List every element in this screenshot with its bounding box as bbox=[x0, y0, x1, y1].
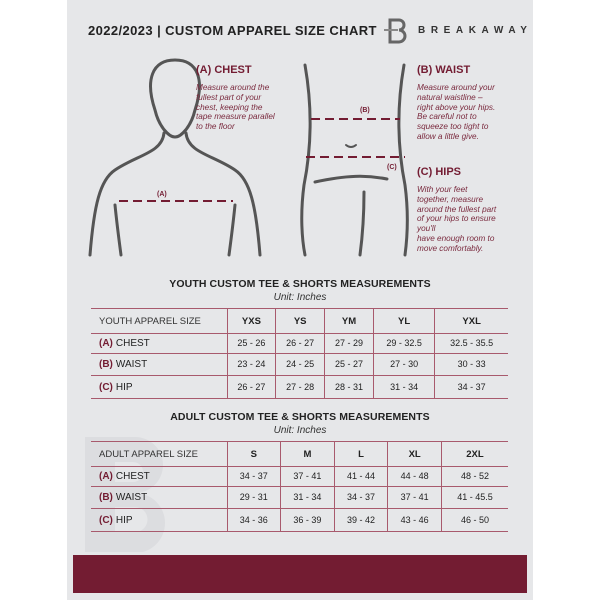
size-column-header: YXS bbox=[226, 308, 276, 334]
size-header: ADULT APPAREL SIZE bbox=[91, 441, 227, 467]
table-header-row: ADULT APPAREL SIZE S M L XL 2XL bbox=[91, 441, 508, 467]
table-cell: 34 - 36 bbox=[226, 508, 281, 532]
page-title: 2022/2023 | CUSTOM APPAREL SIZE CHART bbox=[88, 23, 377, 38]
table-cell: 39 - 42 bbox=[333, 508, 388, 532]
table-cell: 26 - 27 bbox=[226, 375, 276, 399]
size-column-header: 2XL bbox=[440, 441, 508, 467]
table-row: (B) WAIST 23 - 24 24 - 25 25 - 27 27 - 30 30 -… bbox=[91, 353, 508, 376]
table-cell: 29 - 32.5 bbox=[372, 333, 435, 354]
table-header-row: YOUTH APPAREL SIZE YXS YS YM YL YXL bbox=[91, 308, 508, 334]
table-cell: 24 - 25 bbox=[275, 353, 325, 376]
youth-size-table: YOUTH APPAREL SIZE YXS YS YM YL YXL (A) CHEST 25… bbox=[91, 308, 508, 399]
table-cell: 31 - 34 bbox=[372, 375, 435, 399]
table-row: (C) HIP 34 - 36 36 - 39 39 - 42 43 - 46 46 - 5… bbox=[91, 508, 508, 532]
size-column-header: YM bbox=[324, 308, 374, 334]
size-chart-page: 2022/2023 | CUSTOM APPAREL SIZE CHART BR… bbox=[67, 0, 533, 600]
table-cell: 46 - 50 bbox=[440, 508, 508, 532]
table-cell: 34 - 37 bbox=[434, 375, 508, 399]
table-cell: 41 - 45.5 bbox=[440, 486, 508, 509]
table-cell: 34 - 37 bbox=[333, 486, 388, 509]
measurement-label: (C) HIP bbox=[91, 375, 227, 399]
table-cell: 27 - 30 bbox=[372, 353, 435, 376]
hips-description: With your feet together, measure around th… bbox=[417, 185, 497, 253]
table-row: (B) WAIST 29 - 31 31 - 34 34 - 37 37 - 41 41 -… bbox=[91, 486, 508, 509]
size-column-header: L bbox=[333, 441, 388, 467]
table-cell: 41 - 44 bbox=[333, 466, 388, 487]
table-cell: 32.5 - 35.5 bbox=[434, 333, 508, 354]
table-cell: 27 - 28 bbox=[275, 375, 325, 399]
measurement-label: (A) CHEST bbox=[91, 333, 227, 354]
measurement-label: (C) HIP bbox=[91, 508, 227, 532]
table-cell: 25 - 27 bbox=[324, 353, 374, 376]
size-header: YOUTH APPAREL SIZE bbox=[91, 308, 227, 334]
footer-band bbox=[73, 555, 527, 593]
table-cell: 36 - 39 bbox=[280, 508, 335, 532]
table-cell: 48 - 52 bbox=[440, 466, 508, 487]
table-row: (A) CHEST 25 - 26 26 - 27 27 - 29 29 - 32.5 32… bbox=[91, 333, 508, 354]
youth-table-title: YOUTH CUSTOM TEE & SHORTS MEASUREMENTS bbox=[169, 278, 431, 290]
chest-description: Measure around the fullest part of your ch… bbox=[196, 83, 275, 132]
table-cell: 26 - 27 bbox=[275, 333, 325, 354]
adult-size-table: ADULT APPAREL SIZE S M L XL 2XL (A) CHEST 34 - 3… bbox=[91, 441, 508, 532]
size-column-header: XL bbox=[387, 441, 442, 467]
waist-heading: (B) WAIST bbox=[417, 64, 471, 76]
table-cell: 31 - 34 bbox=[280, 486, 335, 509]
measurement-label: (B) WAIST bbox=[91, 353, 227, 376]
size-column-header: YL bbox=[372, 308, 435, 334]
table-cell: 44 - 48 bbox=[387, 466, 442, 487]
chest-marker: (A) bbox=[157, 191, 167, 198]
table-cell: 34 - 37 bbox=[226, 466, 281, 487]
adult-table-title: ADULT CUSTOM TEE & SHORTS MEASUREMENTS bbox=[170, 411, 430, 423]
waist-description: Measure around your natural waistline – ri… bbox=[417, 83, 496, 141]
size-column-header: S bbox=[226, 441, 281, 467]
body-measurement-illustration: (A) (B) (C) bbox=[88, 58, 409, 257]
table-cell: 37 - 41 bbox=[280, 466, 335, 487]
table-cell: 29 - 31 bbox=[226, 486, 281, 509]
table-row: (C) HIP 26 - 27 27 - 28 28 - 31 31 - 34 34 - 3… bbox=[91, 375, 508, 399]
waist-marker: (B) bbox=[360, 107, 370, 114]
measurement-label: (B) WAIST bbox=[91, 486, 227, 509]
hips-heading: (C) HIPS bbox=[417, 166, 461, 178]
table-cell: 23 - 24 bbox=[226, 353, 276, 376]
hips-marker: (C) bbox=[387, 164, 397, 171]
table-cell: 25 - 26 bbox=[226, 333, 276, 354]
table-cell: 30 - 33 bbox=[434, 353, 508, 376]
youth-unit: Unit: Inches bbox=[273, 292, 327, 303]
table-row: (A) CHEST 34 - 37 37 - 41 41 - 44 44 - 48 48 -… bbox=[91, 466, 508, 487]
size-column-header: YXL bbox=[434, 308, 508, 334]
table-cell: 37 - 41 bbox=[387, 486, 442, 509]
chest-heading: (A) CHEST bbox=[196, 64, 252, 76]
adult-unit: Unit: Inches bbox=[273, 425, 327, 436]
size-column-header: YS bbox=[275, 308, 325, 334]
size-column-header: M bbox=[280, 441, 335, 467]
brand-name: BREAKAWAY bbox=[418, 25, 533, 36]
table-cell: 27 - 29 bbox=[324, 333, 374, 354]
table-cell: 28 - 31 bbox=[324, 375, 374, 399]
breakaway-logo bbox=[384, 18, 407, 44]
measurement-label: (A) CHEST bbox=[91, 466, 227, 487]
table-cell: 43 - 46 bbox=[387, 508, 442, 532]
